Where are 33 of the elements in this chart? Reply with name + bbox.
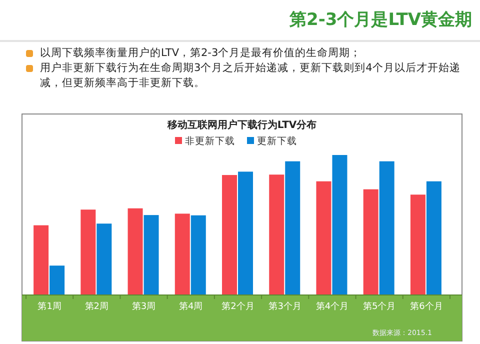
bar bbox=[238, 172, 253, 295]
bar bbox=[80, 210, 96, 295]
text: 以周下载频率衡量用户的LTV，第2-3个月是最有价值的生命周期； bbox=[40, 47, 362, 59]
bar bbox=[144, 215, 159, 295]
x-tick-label: 第2周 bbox=[84, 301, 109, 312]
legend-label: 更新下载 bbox=[257, 135, 297, 147]
bar bbox=[426, 181, 442, 295]
x-tick-label: 第1周 bbox=[38, 301, 62, 312]
bar bbox=[96, 224, 112, 295]
bar bbox=[332, 155, 348, 295]
bar bbox=[128, 208, 143, 295]
legend-label: 非更新下载 bbox=[185, 135, 235, 147]
x-tick-label: 第4个月 bbox=[316, 301, 349, 312]
bar bbox=[316, 181, 332, 295]
x-tick-label: 第3周 bbox=[132, 301, 156, 312]
x-tick-label: 第2个月 bbox=[222, 301, 254, 312]
x-tick-label: 第4周 bbox=[179, 301, 203, 312]
bar bbox=[190, 215, 206, 295]
x-tick-label: 第6个月 bbox=[410, 301, 443, 312]
text: 用户非更新下载行为在生命周期3个月之后开始递减，更新下载则到4个月以后才开始递减，但更新频率高于非更新下载。 bbox=[40, 62, 460, 89]
x-tick-label: 第5个月 bbox=[362, 301, 396, 312]
bar bbox=[285, 161, 300, 295]
x-tick-label: 第3个月 bbox=[268, 301, 302, 312]
bar bbox=[410, 194, 426, 295]
bar bbox=[269, 174, 284, 295]
bar bbox=[34, 225, 49, 295]
bar bbox=[379, 161, 394, 295]
bar bbox=[363, 189, 378, 295]
chart-title: 第2-3个月是LTV黄金期 bbox=[290, 9, 472, 31]
bar bbox=[174, 214, 190, 295]
chart-subtitle: 移动互联网用户下载行为LTV分布 bbox=[166, 119, 317, 131]
bar bbox=[222, 175, 237, 295]
bar bbox=[50, 266, 65, 295]
